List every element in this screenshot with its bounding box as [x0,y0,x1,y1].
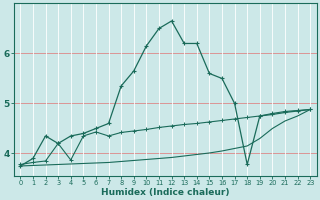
X-axis label: Humidex (Indice chaleur): Humidex (Indice chaleur) [101,188,229,197]
